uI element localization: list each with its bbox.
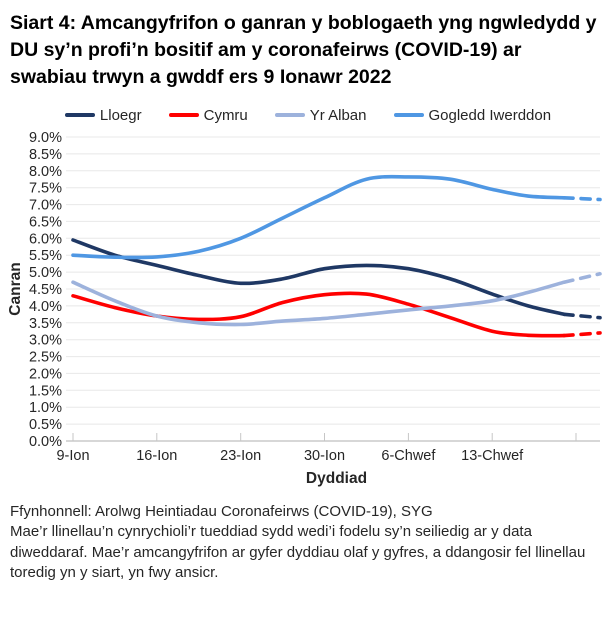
y-tick-label: 2.0% [29, 366, 62, 382]
legend-swatch-cymru [168, 113, 199, 117]
x-tick-label: 30-Ion [304, 448, 345, 464]
legend-swatch-yr-alban [274, 113, 305, 117]
series-line-gogledd-iwerddon-dashed [562, 195, 602, 202]
y-tick-label: 7.0% [29, 197, 62, 213]
legend-label: Lloegr [99, 106, 142, 124]
y-tick-label: 0.0% [29, 434, 62, 450]
chart-title: Siart 4: Amcangyfrifon o ganran y boblog… [10, 12, 597, 88]
y-tick-label: 7.5% [29, 180, 62, 196]
legend-item-lloegr: Lloegr [64, 106, 142, 124]
footer: Ffynhonnell: Arolwg Heintiadau Coronafei… [10, 502, 604, 584]
y-tick-label: 8.0% [29, 164, 62, 180]
x-tick-label: 16-Ion [136, 448, 177, 464]
x-tick-label: 13-Chwef [461, 448, 524, 464]
series-line-yr-alban [71, 280, 566, 327]
series-line-lloegr [71, 237, 566, 316]
legend: Lloegr Cymru Yr Alban Gogledd Iwerddon [0, 107, 616, 124]
series-line-yr-alban-dashed [562, 271, 602, 284]
y-tick-label: 3.0% [29, 332, 62, 348]
legend-item-yr-alban: Yr Alban [274, 106, 367, 124]
y-tick-label: 6.5% [29, 214, 62, 230]
y-tick-label: 1.5% [29, 383, 62, 399]
y-tick-label: 9.0% [29, 130, 62, 146]
y-tick-label: 8.5% [29, 147, 62, 163]
uncertainty-note: Mae’r llinellau’n cynrychioli’r tueddiad… [10, 523, 586, 582]
x-tick-label: 6-Chwef [381, 448, 436, 464]
chart-page: Siart 4: Amcangyfrifon o ganran y boblog… [0, 10, 616, 640]
axis-title-x: Dyddiad [306, 470, 367, 487]
line-chart-svg: 0.0%0.5%1.0%1.5%2.0%2.5%3.0%3.5%4.0%4.5%… [7, 130, 602, 487]
x-tick-label: 9-Ion [56, 448, 89, 464]
legend-swatch-lloegr [64, 113, 95, 117]
legend-label: Yr Alban [309, 106, 367, 124]
series-line-cymru-dashed [562, 330, 602, 338]
series-line-gogledd-iwerddon [71, 174, 566, 260]
y-tick-label: 5.5% [29, 248, 62, 264]
y-tick-label: 0.5% [29, 417, 62, 433]
y-tick-label: 5.0% [29, 265, 62, 281]
legend-swatch-gogledd-iwerddon [393, 113, 424, 117]
legend-label: Cymru [203, 106, 248, 124]
series-line-lloegr-dashed [562, 312, 602, 320]
legend-item-gogledd-iwerddon: Gogledd Iwerddon [393, 106, 552, 124]
y-tick-label: 3.5% [29, 316, 62, 332]
y-tick-label: 1.0% [29, 400, 62, 416]
y-tick-label: 4.5% [29, 282, 62, 298]
x-tick-label: 23-Ion [220, 448, 261, 464]
y-tick-label: 6.0% [29, 231, 62, 247]
y-tick-label: 4.0% [29, 299, 62, 315]
legend-label: Gogledd Iwerddon [428, 106, 552, 124]
y-tick-label: 2.5% [29, 349, 62, 365]
axis-title-y: Canran [7, 262, 24, 315]
chart-area: 0.0% 0.5% 1.0% 1.5% 2.0% 2.5% 3.0% 3.5% 4.0% 4.5%… [0, 130, 616, 490]
source-note: Ffynhonnell: Arolwg Heintiadau Coronafei… [10, 502, 433, 520]
legend-item-cymru: Cymru [168, 106, 248, 124]
